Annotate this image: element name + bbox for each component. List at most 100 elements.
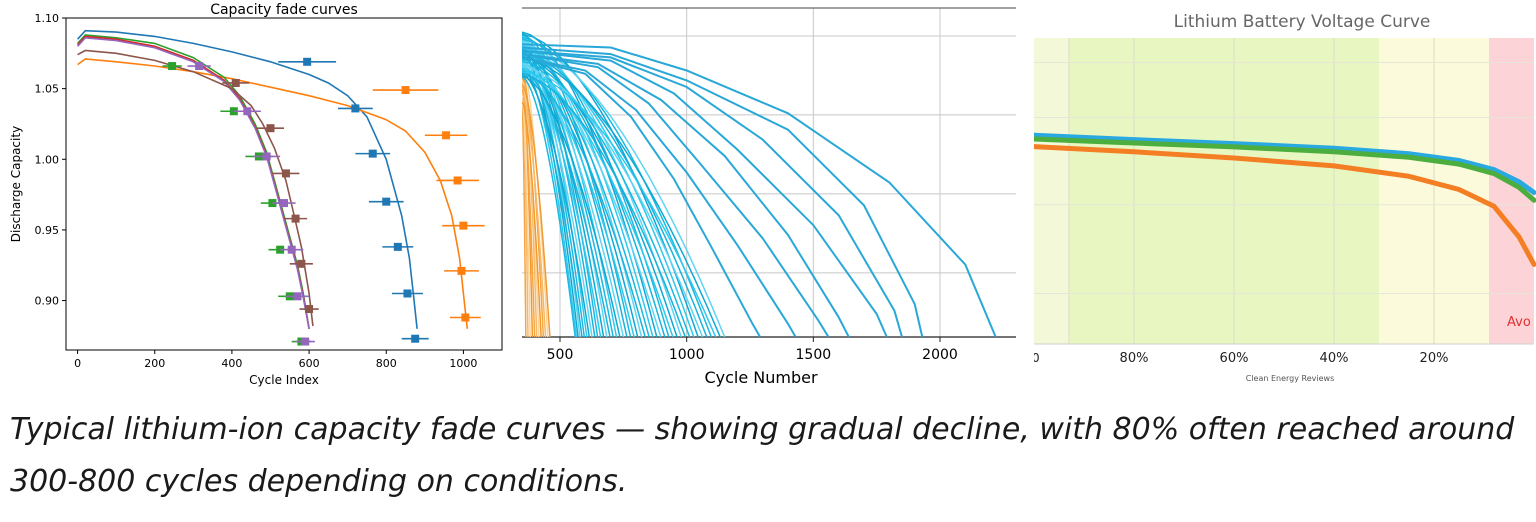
marker-28 xyxy=(231,78,240,87)
orange-curve-3 xyxy=(522,97,531,337)
marker-24 xyxy=(280,199,288,208)
voltage-curve-1 xyxy=(1034,132,1536,195)
voltage-curve-2 xyxy=(1034,136,1536,203)
marker-33 xyxy=(305,305,314,314)
marker-29 xyxy=(266,124,275,133)
x-tick-label-1: 1000 xyxy=(669,347,705,363)
dense-curve-40 xyxy=(522,52,708,337)
dense-curve-33 xyxy=(522,55,678,337)
dense-curve-26 xyxy=(522,58,650,337)
long-life-curve-8 xyxy=(522,56,761,337)
fade-curve-1 xyxy=(77,29,418,329)
orange-curve-1 xyxy=(522,106,527,337)
y-tick-label-0: 1.10 xyxy=(35,12,60,25)
capacity-fade-svg: Capacity fade curves 0 200 400 600 800 1000 1.1… xyxy=(9,2,503,387)
marker-8 xyxy=(401,86,410,95)
fade-curve-6 xyxy=(77,49,314,327)
x-axis-label: Cycle Index xyxy=(249,373,319,387)
x-tick-label-4: 800 xyxy=(376,357,397,370)
zone-1 xyxy=(1034,38,1069,344)
marker-11 xyxy=(459,221,468,230)
marker-32 xyxy=(297,259,306,268)
plot-area xyxy=(77,29,485,346)
dense-curve-35 xyxy=(522,74,687,337)
fade-curve-2 xyxy=(77,58,469,329)
y-tick-label-4: 0.90 xyxy=(35,295,60,308)
marker-7 xyxy=(411,334,420,343)
figure-caption: Typical lithium-ion capacity fade curves… xyxy=(10,412,1515,499)
orange-curve-5 xyxy=(522,88,536,337)
long-life-curve-7 xyxy=(522,56,797,337)
long-life-curve-3 xyxy=(522,49,903,337)
plot-frame xyxy=(65,17,503,351)
marker-4 xyxy=(382,197,391,206)
x-axis-label: Cycle Number xyxy=(704,368,818,387)
x-tick-label-0: 500 xyxy=(547,347,574,363)
voltage-curve-chart: Lithium Battery Voltage Curve Avo 0 80% 60% 4… xyxy=(1034,0,1536,392)
x-tick-label-1: 60% xyxy=(1220,351,1249,366)
dense-curve-8 xyxy=(522,73,591,337)
x-tick-label-0: 80% xyxy=(1120,351,1149,366)
long-life-curve-6 xyxy=(522,53,830,337)
y-axis-label: Discharge Capacity xyxy=(9,126,23,242)
voltage-curve-svg: Lithium Battery Voltage Curve Avo 0 80% 60% 4… xyxy=(1034,12,1536,383)
zone-4 xyxy=(1489,38,1534,344)
marker-22 xyxy=(243,107,252,116)
dense-curve-36 xyxy=(522,60,691,337)
x-tick-label-3: 20% xyxy=(1420,351,1449,366)
x-tick-label-1: 200 xyxy=(144,357,165,370)
marker-23 xyxy=(262,152,271,161)
dense-curve-22 xyxy=(522,66,635,337)
orange-curve-12 xyxy=(522,84,551,337)
x-tick-label-2: 1500 xyxy=(796,347,832,363)
marker-10 xyxy=(453,176,462,185)
dense-curve-18 xyxy=(522,75,621,337)
marker-2 xyxy=(351,104,360,113)
marker-9 xyxy=(442,131,451,140)
x-edge-label: 0 xyxy=(1034,351,1040,365)
cycle-number-svg: 500 1000 1500 2000 Cycle Number xyxy=(522,7,1016,387)
marker-27 xyxy=(301,337,310,346)
fade-curve-5 xyxy=(77,36,310,329)
voltage-curve-3 xyxy=(1034,144,1536,267)
marker-25 xyxy=(287,245,296,254)
dense-curve-29 xyxy=(522,63,662,337)
x-tick-label-0: 0 xyxy=(74,357,81,370)
zone-label: Avo xyxy=(1507,315,1531,330)
capacity-fade-chart: Capacity fade curves 0 200 400 600 800 1000 1.1… xyxy=(0,0,512,392)
chart-title: Capacity fade curves xyxy=(210,2,358,18)
marker-21 xyxy=(195,62,204,71)
marker-3 xyxy=(368,149,377,158)
orange-curve-8 xyxy=(522,101,542,337)
zone-2 xyxy=(1069,38,1379,344)
marker-31 xyxy=(291,214,300,223)
dense-curve-37 xyxy=(522,47,695,337)
orange-curve-10 xyxy=(522,93,547,337)
marker-5 xyxy=(393,242,402,251)
marker-30 xyxy=(281,169,290,178)
x-tick-label-3: 600 xyxy=(299,357,320,370)
chart-footer: Clean Energy Reviews xyxy=(1246,374,1335,383)
x-tick-label-5: 1000 xyxy=(449,357,477,370)
dense-curve-39 xyxy=(522,65,704,337)
marker-1 xyxy=(303,57,312,66)
dense-curve-25 xyxy=(522,72,646,337)
marker-6 xyxy=(403,289,412,298)
marker-13 xyxy=(461,313,470,322)
marker-12 xyxy=(457,266,466,275)
plot-area xyxy=(522,31,997,337)
y-tick-label-2: 1.00 xyxy=(35,153,60,166)
chart-title: Lithium Battery Voltage Curve xyxy=(1174,12,1431,32)
marker-14 xyxy=(168,62,177,71)
long-life-curve-4 xyxy=(522,49,888,337)
x-tick-label-2: 40% xyxy=(1320,351,1349,366)
cycle-number-chart: 500 1000 1500 2000 Cycle Number xyxy=(514,0,1024,392)
dense-curve-15 xyxy=(522,70,611,337)
grid xyxy=(1034,38,1534,344)
x-tick-label-2: 400 xyxy=(221,357,242,370)
y-tick-label-1: 1.05 xyxy=(35,83,60,96)
dense-curve-43 xyxy=(522,57,721,337)
long-life-curve-1 xyxy=(522,43,997,337)
y-tick-label-3: 0.95 xyxy=(35,224,60,237)
dense-curve-32 xyxy=(522,69,674,337)
